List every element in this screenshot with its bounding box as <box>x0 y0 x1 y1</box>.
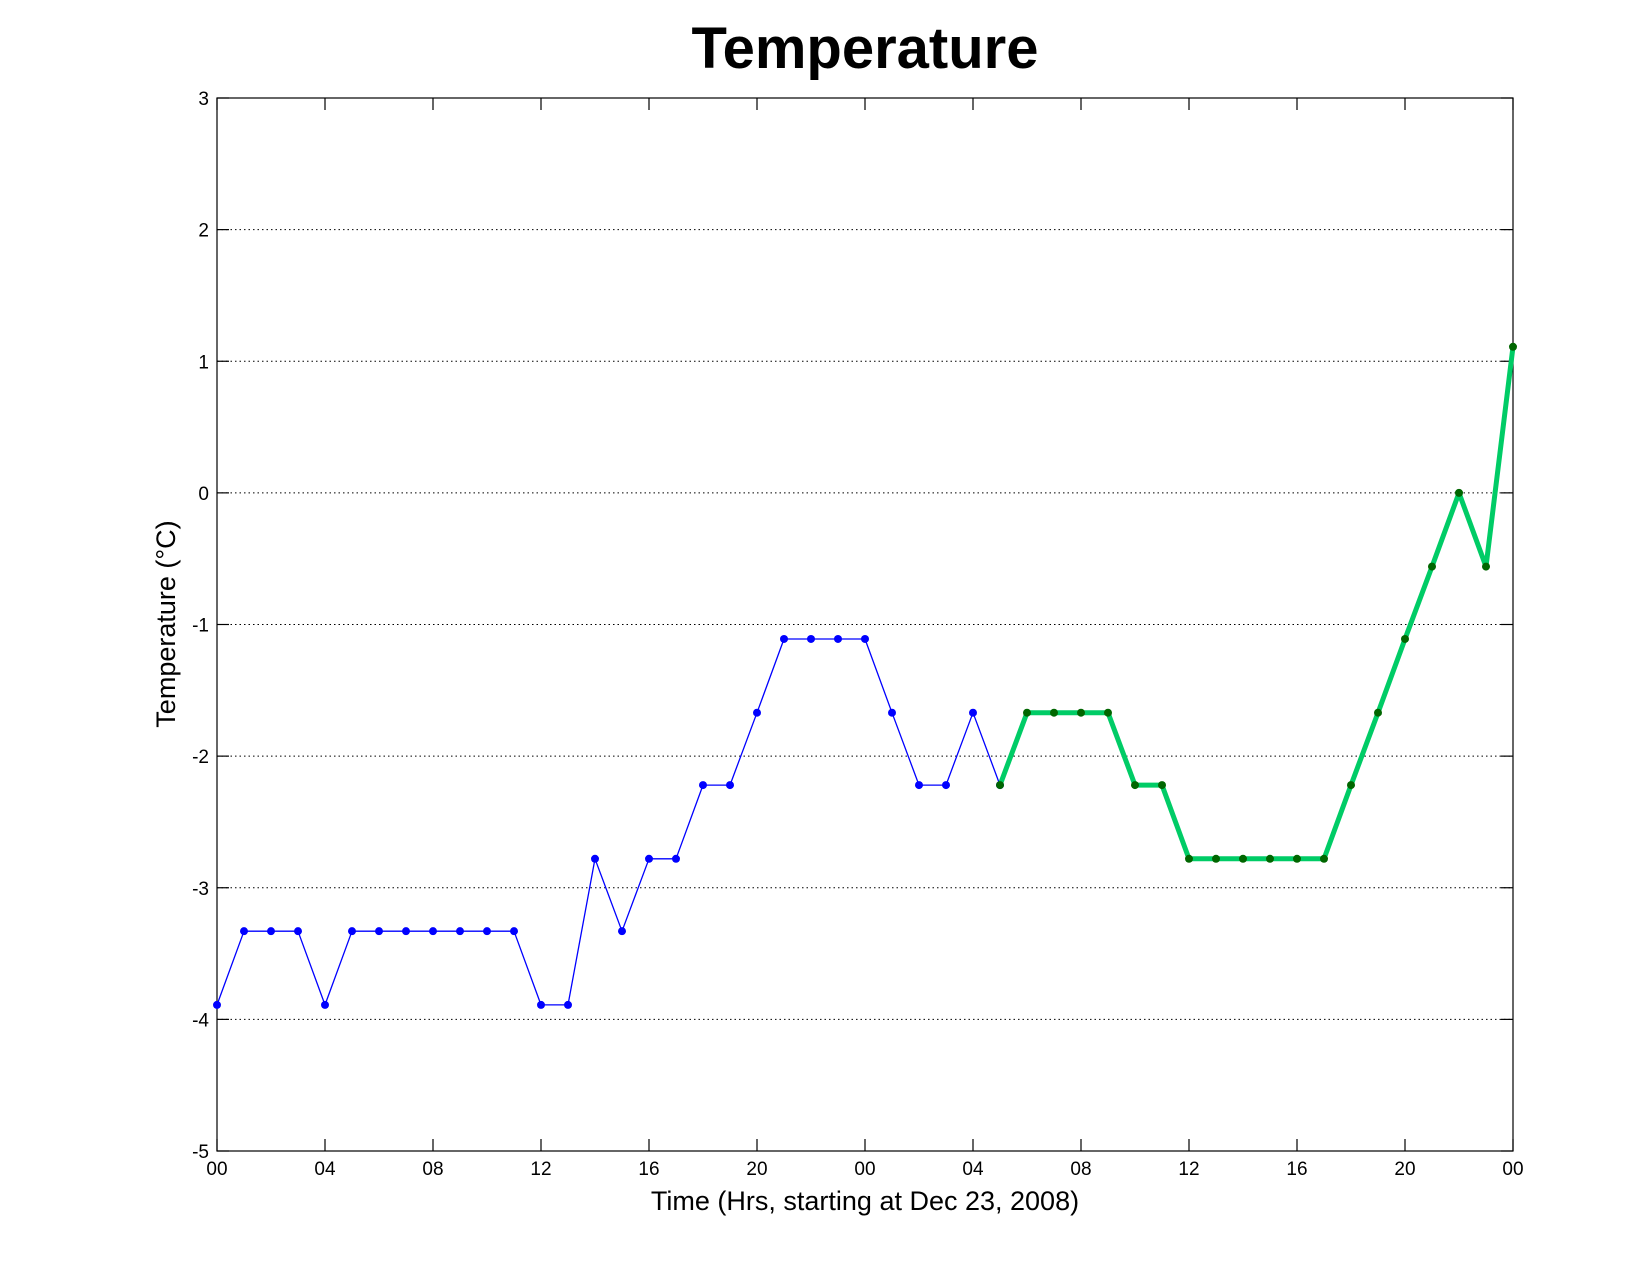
series-2-point <box>1050 708 1058 717</box>
series-2-point <box>1104 708 1112 717</box>
x-tick-label: 00 <box>854 1159 875 1180</box>
x-tick-label: 16 <box>1286 1159 1307 1180</box>
series-1-point <box>645 854 653 863</box>
series-2-point <box>1158 781 1166 790</box>
series-2-point <box>1482 562 1490 571</box>
series-1-point <box>429 927 437 936</box>
series-1-point <box>942 781 950 790</box>
y-tick-label: 0 <box>198 484 209 505</box>
series-1-point <box>699 781 707 790</box>
y-tick-label: -3 <box>192 879 209 900</box>
series-1-point <box>483 927 491 936</box>
series-1-point <box>375 927 383 936</box>
series-1-point <box>537 1000 545 1009</box>
series-2-point <box>1401 634 1409 643</box>
series-2-point <box>1212 854 1220 863</box>
series-1-point <box>726 781 734 790</box>
x-tick-label: 08 <box>422 1159 443 1180</box>
x-axis-label: Time (Hrs, starting at Dec 23, 2008) <box>651 1186 1079 1216</box>
series-1-point <box>348 927 356 936</box>
series-2-point <box>1428 562 1436 571</box>
series-2-line <box>997 346 1516 862</box>
x-tick-label: 20 <box>1394 1159 1415 1180</box>
series-2-point <box>1320 854 1328 863</box>
series-1-point <box>915 781 923 790</box>
y-tick-label: -4 <box>192 1010 209 1031</box>
x-tick-label: 16 <box>638 1159 659 1180</box>
series-1-point <box>969 708 977 717</box>
grid-lines <box>217 229 1513 1020</box>
series-1-point <box>672 854 680 863</box>
series-2-point <box>1266 854 1274 863</box>
series-1-point <box>240 927 248 936</box>
series-1-point <box>510 927 518 936</box>
x-tick-label: 04 <box>962 1159 984 1180</box>
series-2-point <box>1239 854 1247 863</box>
series-2-point <box>1374 708 1382 717</box>
series-1-point <box>618 927 626 936</box>
series-2-point <box>1293 854 1301 863</box>
x-tick-label: 20 <box>746 1159 767 1180</box>
series-1-point <box>213 1000 221 1009</box>
series-2-point <box>996 781 1004 790</box>
y-tick-label: 3 <box>198 89 209 110</box>
x-tick-label: 08 <box>1070 1159 1091 1180</box>
y-tick-label: -1 <box>192 616 209 637</box>
x-tick-label: 04 <box>314 1159 336 1180</box>
y-tick-label: -2 <box>192 747 209 768</box>
series-1-line <box>216 638 1001 1006</box>
series-1-point <box>591 854 599 863</box>
series-2-point <box>1347 781 1355 790</box>
series-1-point <box>834 634 842 643</box>
series-2-point <box>1023 708 1031 717</box>
series-1-point <box>456 927 464 936</box>
series-1-point <box>267 927 275 936</box>
series-1-point <box>402 927 410 936</box>
x-tick-label: 12 <box>530 1159 551 1180</box>
data-series <box>213 342 1517 1009</box>
series-2-point <box>1077 708 1085 717</box>
series-1-point <box>294 927 302 936</box>
series-1-point <box>564 1000 572 1009</box>
series-2-point <box>1455 488 1463 497</box>
x-tick-label: 00 <box>206 1159 227 1180</box>
y-tick-label: 1 <box>198 352 209 373</box>
series-2-point <box>1131 781 1139 790</box>
y-tick-label: -5 <box>192 1142 209 1163</box>
series-1-point <box>780 634 788 643</box>
x-tick-label: 00 <box>1502 1159 1523 1180</box>
series-1-point <box>753 708 761 717</box>
y-axis-label: Temperature (°C) <box>151 520 181 727</box>
series-2-point <box>1509 342 1517 351</box>
series-1-point <box>888 708 896 717</box>
series-1-point <box>807 634 815 643</box>
axis-ticks <box>216 97 1514 1152</box>
chart-title: Temperature <box>691 16 1038 81</box>
series-1-point <box>321 1000 329 1009</box>
x-tick-label: 12 <box>1178 1159 1199 1180</box>
series-1-point <box>861 634 869 643</box>
series-2-point <box>1185 854 1193 863</box>
y-tick-label: 2 <box>198 221 209 242</box>
